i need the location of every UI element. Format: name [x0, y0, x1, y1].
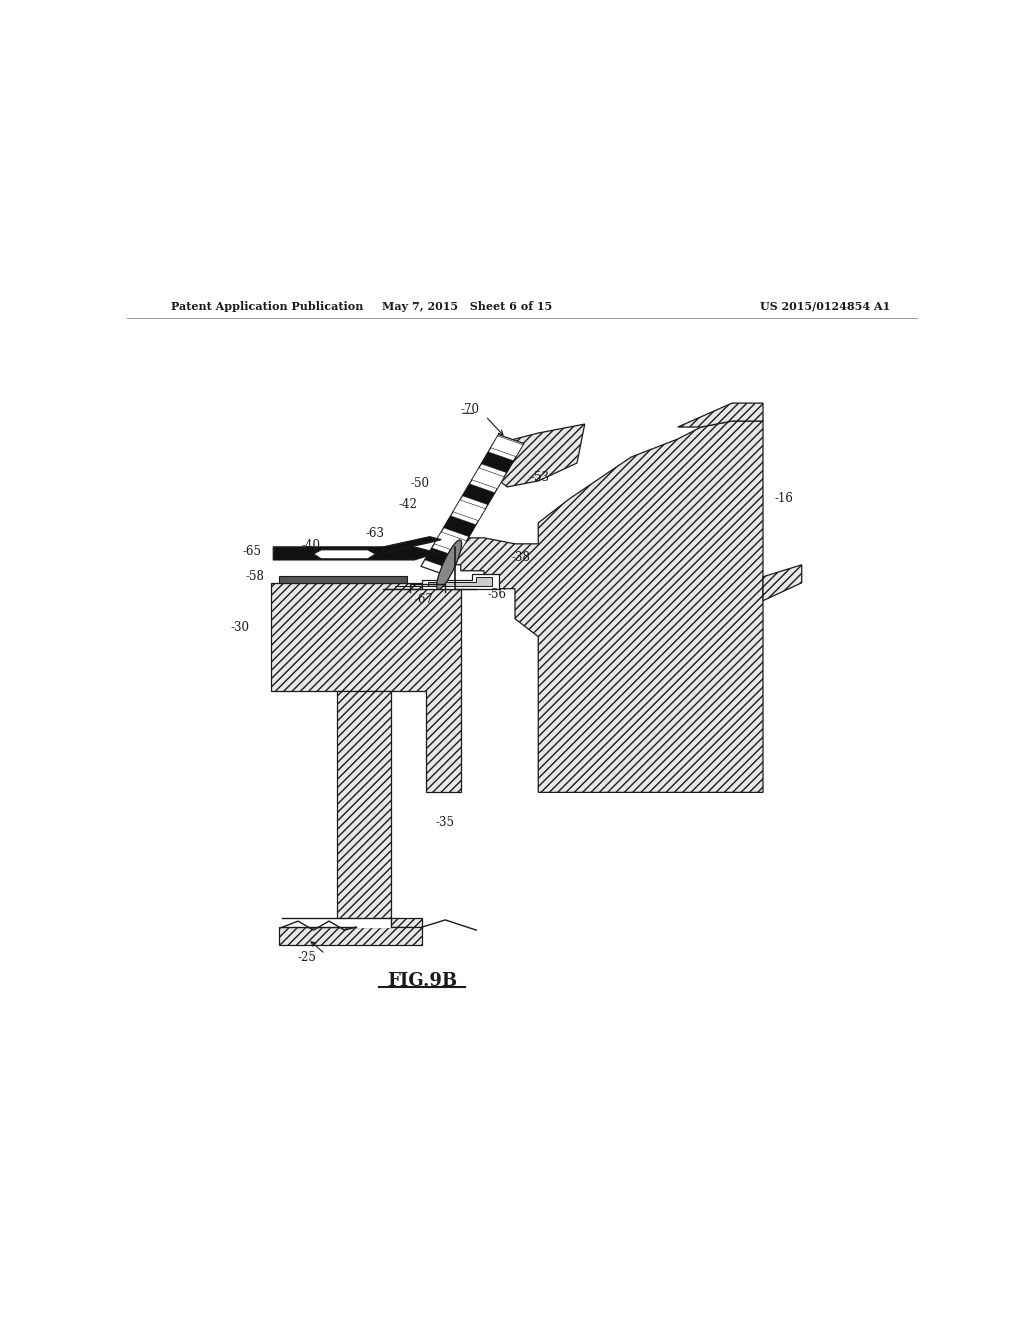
Polygon shape: [434, 532, 466, 553]
Text: -16: -16: [773, 492, 793, 506]
Text: Patent Application Publication: Patent Application Publication: [171, 301, 363, 312]
Polygon shape: [677, 403, 762, 428]
Text: May 7, 2015   Sheet 6 of 15: May 7, 2015 Sheet 6 of 15: [382, 301, 552, 312]
Polygon shape: [394, 577, 491, 586]
Text: -58: -58: [245, 570, 264, 583]
Polygon shape: [278, 576, 407, 582]
Polygon shape: [271, 582, 461, 792]
Polygon shape: [429, 421, 762, 792]
Polygon shape: [452, 500, 485, 520]
Polygon shape: [313, 550, 375, 558]
Polygon shape: [383, 574, 499, 589]
Text: -30: -30: [230, 622, 250, 634]
Polygon shape: [383, 537, 441, 553]
Text: -63: -63: [365, 527, 384, 540]
Polygon shape: [443, 516, 476, 537]
Polygon shape: [762, 565, 801, 601]
Text: US 2015/0124854 A1: US 2015/0124854 A1: [759, 301, 890, 312]
Polygon shape: [490, 436, 523, 457]
Text: -50: -50: [410, 478, 429, 491]
Polygon shape: [491, 424, 584, 487]
Polygon shape: [462, 484, 494, 504]
Polygon shape: [424, 548, 457, 569]
Text: -35: -35: [435, 816, 454, 829]
Ellipse shape: [436, 540, 462, 590]
Polygon shape: [421, 434, 524, 576]
Text: -67: -67: [414, 593, 433, 606]
Text: -38: -38: [511, 552, 530, 564]
Polygon shape: [481, 451, 514, 473]
Text: -40: -40: [302, 539, 321, 552]
Text: -65: -65: [242, 545, 261, 558]
Text: -42: -42: [398, 499, 417, 511]
Text: -53: -53: [530, 471, 549, 484]
Text: -70: -70: [461, 403, 479, 416]
Polygon shape: [472, 467, 503, 488]
Polygon shape: [273, 546, 437, 560]
Polygon shape: [336, 690, 422, 927]
Polygon shape: [278, 927, 422, 945]
Text: -56: -56: [487, 589, 506, 601]
Text: -25: -25: [298, 950, 317, 964]
Text: FIG.9B: FIG.9B: [386, 972, 457, 990]
Polygon shape: [282, 919, 390, 927]
